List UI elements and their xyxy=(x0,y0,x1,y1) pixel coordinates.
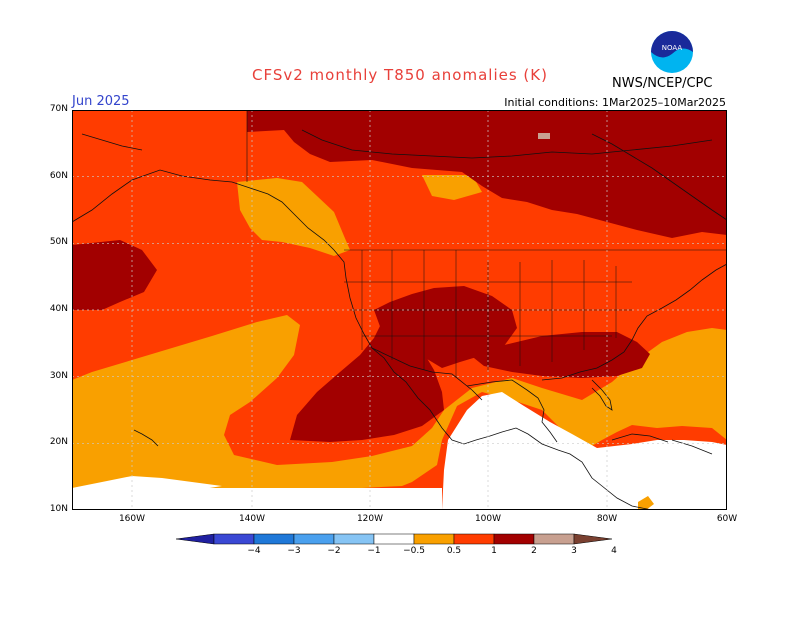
lat-label-40n: 40N xyxy=(49,304,68,314)
coastlines xyxy=(72,110,727,510)
anomaly-3-4-patch xyxy=(538,133,550,139)
legend-swatch-1 xyxy=(213,533,255,545)
anomaly-05-1-bc xyxy=(237,178,350,256)
lat-label-10n: 10N xyxy=(49,504,68,514)
anomaly-2-3-rockies xyxy=(374,286,517,368)
legend-swatch-6 xyxy=(413,533,455,545)
noaa-logo: NOAA xyxy=(651,31,693,73)
lat-label-20n: 20N xyxy=(49,437,68,447)
anomaly-neutral-central-america xyxy=(442,392,727,510)
lat-label-60n: 60N xyxy=(49,171,68,181)
anomaly-neutral-tropics xyxy=(72,488,442,510)
lat-label-30n: 30N xyxy=(49,371,68,381)
lon-label-100w: 100W xyxy=(474,514,502,524)
legend-swatch-4 xyxy=(333,533,375,545)
legend-label: 4 xyxy=(611,546,617,556)
anomaly-05-1-pacific-south xyxy=(72,315,727,488)
legend-swatch-2 xyxy=(253,533,295,545)
logo-text: NOAA xyxy=(662,44,683,52)
anomaly-2-3-baja xyxy=(290,322,444,442)
legend-label: −3 xyxy=(287,546,301,556)
lat-label-50n: 50N xyxy=(49,237,68,247)
legend-arrow-high xyxy=(573,533,613,545)
color-legend xyxy=(175,533,613,545)
lat-label-70n: 70N xyxy=(49,104,68,114)
graticule xyxy=(72,110,727,510)
map-title: CFSv2 monthly T850 anomalies (K) xyxy=(252,66,548,84)
legend-label: −4 xyxy=(247,546,261,556)
anomaly-2-3-nw-pacific xyxy=(72,240,157,310)
legend-label: −0.5 xyxy=(403,546,425,556)
legend-swatch-9 xyxy=(533,533,575,545)
lon-label-80w: 80W xyxy=(596,514,618,524)
legend-label: 1 xyxy=(491,546,497,556)
map-frame xyxy=(72,110,727,510)
anomaly-05-1-northeast-canada xyxy=(422,175,482,200)
legend-label: −2 xyxy=(327,546,341,556)
forecast-month: Jun 2025 xyxy=(72,94,130,109)
legend-swatch-5 xyxy=(373,533,415,545)
anomaly-2-3-southeast xyxy=(464,332,650,378)
lon-label-160w: 160W xyxy=(118,514,146,524)
legend-arrow-low xyxy=(175,533,215,545)
lon-label-140w: 140W xyxy=(238,514,266,524)
anomaly-05-1-central-america-bit xyxy=(638,496,654,510)
legend-swatch-8 xyxy=(493,533,535,545)
legend-label: 3 xyxy=(571,546,577,556)
initial-conditions: Initial conditions: 1Mar2025–10Mar2025 xyxy=(504,96,726,109)
legend-label: −1 xyxy=(367,546,381,556)
anomaly-map xyxy=(72,110,727,510)
lon-label-60w: 60W xyxy=(716,514,738,524)
legend-swatch-7 xyxy=(453,533,495,545)
lon-label-120w: 120W xyxy=(356,514,384,524)
legend-label: 2 xyxy=(531,546,537,556)
legend-label: 0.5 xyxy=(446,546,462,556)
agency-label: NWS/NCEP/CPC xyxy=(612,76,713,91)
legend-swatch-3 xyxy=(293,533,335,545)
